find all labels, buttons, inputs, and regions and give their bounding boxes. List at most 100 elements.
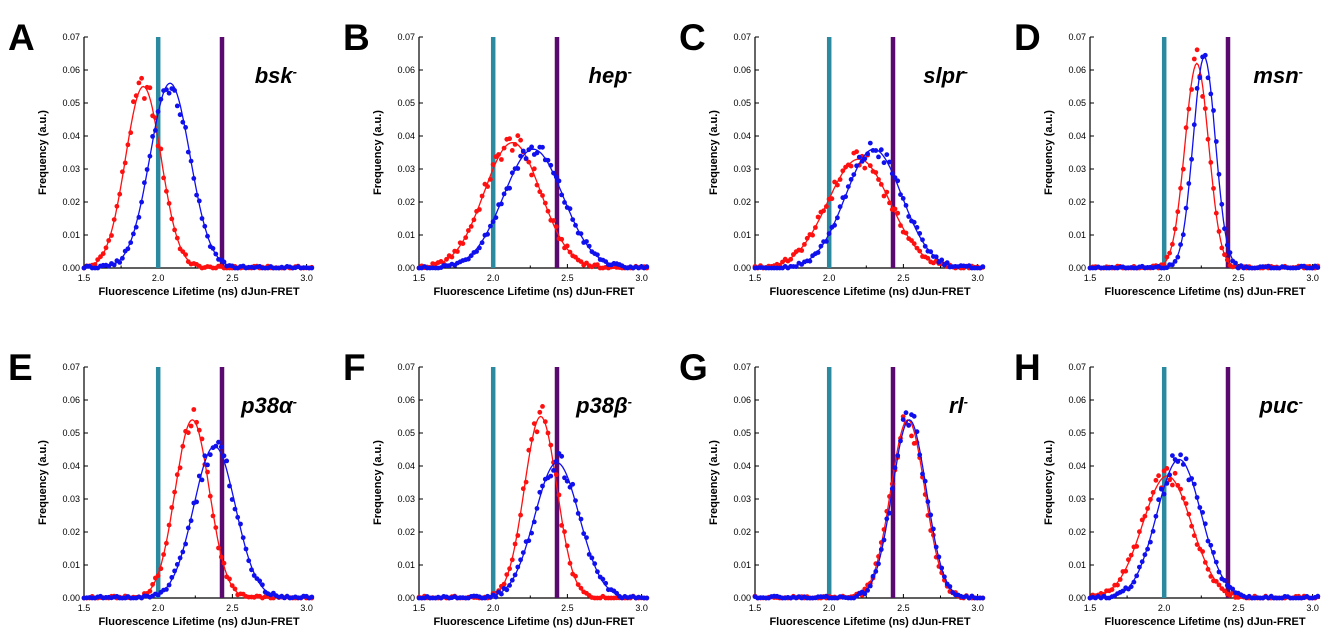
data-point-blue [887, 159, 892, 165]
data-point-red [911, 241, 917, 247]
data-point-blue [573, 498, 578, 503]
data-point-blue [185, 525, 191, 531]
data-point-blue [570, 481, 576, 487]
data-point-blue [876, 561, 881, 567]
data-point-red [221, 560, 227, 566]
data-point-blue [468, 253, 474, 259]
data-point-red [164, 540, 169, 546]
data-point-red [813, 225, 818, 230]
data-point-red [169, 216, 175, 222]
data-point-red [909, 433, 914, 439]
data-point-red [180, 249, 186, 255]
y-tick-label: 0.06 [62, 65, 80, 75]
data-point-blue [553, 174, 559, 180]
data-point-red [1134, 544, 1140, 549]
y-tick-label: 0.04 [397, 461, 415, 471]
data-point-red [862, 165, 868, 171]
data-point-red [1128, 552, 1134, 558]
data-point-blue [884, 152, 890, 158]
data-point-red [169, 505, 175, 510]
data-point-red [161, 175, 167, 181]
x-tick-label: 2.0 [487, 603, 500, 613]
data-point-red [810, 232, 815, 238]
data-point-red [878, 182, 884, 187]
data-point-red [556, 492, 562, 498]
data-point-red [531, 421, 537, 426]
data-point-blue [889, 486, 895, 492]
data-point-red [559, 236, 565, 242]
data-point-blue [906, 422, 912, 428]
data-point-red [117, 191, 123, 197]
x-tick-label: 1.5 [1084, 273, 1097, 283]
data-point-blue [1178, 452, 1183, 458]
data-point-red [1150, 490, 1156, 495]
data-point-red [887, 200, 892, 206]
data-point-blue [139, 199, 145, 205]
data-point-blue [867, 140, 873, 146]
data-point-blue [922, 243, 928, 249]
fit-curve-blue [419, 462, 649, 599]
data-point-red [488, 177, 493, 182]
data-point-blue [531, 519, 537, 525]
data-point-red [509, 148, 515, 153]
data-point-red [1115, 582, 1120, 588]
data-point-blue [1194, 495, 1200, 500]
data-point-blue [933, 544, 939, 550]
data-point-blue [1167, 472, 1172, 478]
data-point-red [529, 437, 534, 442]
data-point-blue [837, 204, 843, 210]
data-point-blue [188, 518, 194, 524]
gene-name: rl [949, 393, 965, 418]
data-point-blue [592, 561, 598, 567]
data-point-blue [499, 201, 504, 207]
data-point-red [1222, 252, 1227, 258]
x-tick-label: 2.0 [487, 273, 500, 283]
data-point-blue [824, 239, 829, 244]
x-axis-label: Fluorescence Lifetime (ns) dJun-FRET [769, 286, 970, 298]
data-point-blue [210, 246, 216, 251]
data-point-blue [865, 588, 870, 593]
data-point-blue [898, 192, 903, 198]
data-point-blue [884, 516, 890, 522]
data-point-blue [876, 154, 881, 160]
panel-letter: A [8, 17, 35, 58]
data-point-red [496, 152, 501, 157]
data-point-red [867, 163, 873, 169]
x-tick-label: 2.5 [561, 603, 574, 613]
data-point-red [509, 557, 515, 563]
data-point-red [155, 573, 161, 579]
data-point-blue [1216, 569, 1222, 575]
data-point-blue [493, 215, 499, 221]
gene-label: bsk- [255, 63, 297, 88]
data-point-red [1164, 254, 1170, 260]
data-point-blue [218, 444, 224, 450]
data-point-red [512, 142, 518, 147]
data-point-blue [914, 225, 920, 230]
data-point-blue [188, 158, 194, 164]
y-tick-label: 0.01 [62, 560, 80, 570]
data-point-blue [213, 251, 219, 257]
data-point-blue [548, 162, 554, 168]
data-point-blue [553, 458, 559, 464]
data-point-blue [493, 594, 499, 600]
data-point-blue [227, 483, 232, 489]
x-tick-label: 1.5 [1084, 603, 1097, 613]
data-point-blue [942, 574, 947, 580]
y-tick-label: 0.07 [733, 362, 751, 372]
data-point-blue [196, 198, 202, 204]
gene-label: p38β- [575, 393, 632, 418]
fit-curve-red [754, 158, 985, 269]
gene-superscript: - [964, 64, 968, 79]
data-point-blue [1172, 259, 1178, 264]
data-point-blue [158, 96, 164, 102]
data-point-blue [873, 148, 879, 153]
data-point-blue [185, 149, 191, 155]
data-point-red [158, 566, 164, 572]
data-point-red [1180, 495, 1186, 501]
data-point-blue [917, 452, 923, 458]
data-point-blue [845, 184, 851, 190]
data-point-blue [142, 180, 147, 186]
data-point-blue [207, 452, 213, 458]
y-tick-label: 0.03 [1068, 494, 1086, 504]
data-point-blue [144, 167, 150, 172]
